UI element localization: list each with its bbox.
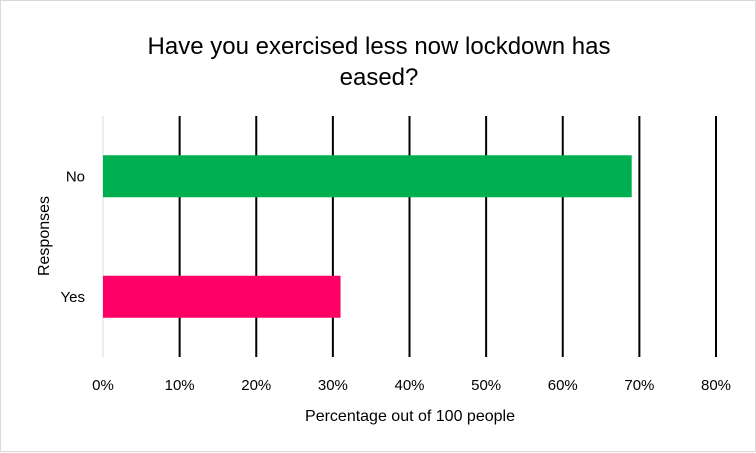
bars <box>103 155 632 318</box>
x-tick-label: 60% <box>548 377 578 394</box>
x-tick-label: 70% <box>624 377 654 394</box>
bar-yes <box>103 275 341 318</box>
x-tick-label: 80% <box>701 377 731 394</box>
x-tick-labels: 0% 10% 20% 30% 40% 50% 60% 70% 80% <box>92 377 731 394</box>
x-tick-label: 0% <box>92 377 114 394</box>
chart-title-line-1: Have you exercised less now lockdown has <box>148 33 611 60</box>
x-tick-label: 10% <box>165 377 195 394</box>
gridlines <box>102 116 717 357</box>
bar-no <box>103 155 632 198</box>
y-category-label: No <box>66 168 85 185</box>
y-axis-title: Responses <box>36 196 53 276</box>
x-tick-label: 50% <box>471 377 501 394</box>
y-category-label: Yes <box>61 289 85 306</box>
chart-title-line-2: eased? <box>340 64 419 91</box>
x-tick-label: 30% <box>318 377 348 394</box>
x-axis-title: Percentage out of 100 people <box>305 408 515 425</box>
x-tick-label: 40% <box>394 377 424 394</box>
y-category-labels: No Yes <box>61 168 85 306</box>
x-tick-label: 20% <box>241 377 271 394</box>
